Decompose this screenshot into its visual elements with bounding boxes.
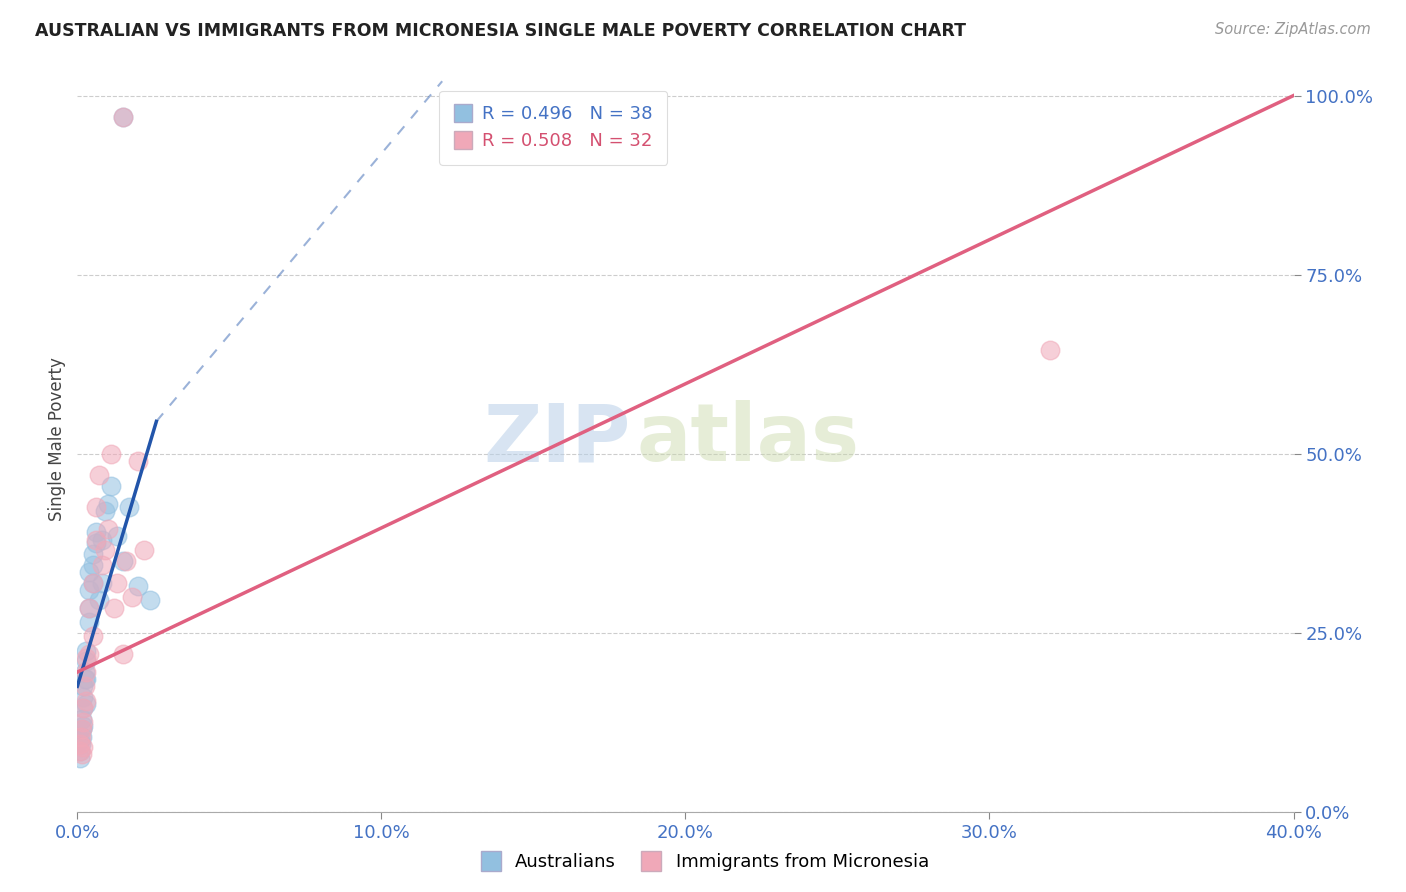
Point [72, 679, 94, 693]
Y-axis label: Single Male Poverty: Single Male Poverty [48, 358, 66, 521]
Point [72, 719, 94, 733]
Point [82, 575, 104, 590]
Point [75, 665, 97, 679]
Point [69, 751, 91, 765]
Point [72, 740, 94, 755]
Point [84, 500, 107, 515]
Point [82, 547, 104, 561]
Point [87, 468, 110, 483]
Point [69, 744, 91, 758]
Text: atlas: atlas [637, 401, 860, 478]
Point [82, 558, 104, 572]
Point [97, 522, 120, 536]
Point [90, 575, 112, 590]
Point [87, 593, 110, 607]
Point [72, 715, 94, 730]
Point [100, 479, 122, 493]
Point [75, 694, 97, 708]
Point [79, 600, 101, 615]
Point [90, 558, 112, 572]
Point [90, 533, 112, 547]
Point [103, 600, 125, 615]
Point [72, 690, 94, 705]
Point [73, 679, 96, 693]
Point [75, 672, 97, 686]
Point [72, 701, 94, 715]
Point [111, 110, 134, 124]
Point [93, 543, 115, 558]
Point [134, 543, 156, 558]
Point [82, 629, 104, 643]
Point [72, 701, 94, 715]
Point [139, 593, 162, 607]
Point [79, 582, 101, 597]
Point [79, 600, 101, 615]
Point [93, 504, 115, 518]
Point [73, 672, 96, 686]
Point [121, 590, 143, 604]
Point [118, 500, 141, 515]
Point [79, 647, 101, 661]
Point [97, 497, 120, 511]
Point [1039, 343, 1062, 357]
Point [84, 533, 107, 547]
Point [75, 650, 97, 665]
Point [75, 643, 97, 657]
Text: Source: ZipAtlas.com: Source: ZipAtlas.com [1215, 22, 1371, 37]
Point [127, 454, 149, 468]
Point [79, 565, 101, 579]
Point [105, 529, 128, 543]
Point [111, 554, 134, 568]
Point [69, 737, 91, 751]
Point [127, 579, 149, 593]
Point [75, 654, 97, 668]
Point [79, 615, 101, 629]
Legend: R = 0.496   N = 38, R = 0.508   N = 32: R = 0.496 N = 38, R = 0.508 N = 32 [439, 91, 668, 165]
Legend: Australians, Immigrants from Micronesia: Australians, Immigrants from Micronesia [470, 847, 936, 879]
Point [70, 723, 93, 737]
Point [70, 737, 93, 751]
Point [82, 575, 104, 590]
Point [105, 575, 128, 590]
Point [70, 723, 93, 737]
Point [84, 525, 107, 540]
Point [111, 110, 134, 124]
Point [70, 730, 93, 744]
Text: ZIP: ZIP [484, 401, 631, 478]
Text: AUSTRALIAN VS IMMIGRANTS FROM MICRONESIA SINGLE MALE POVERTY CORRELATION CHART: AUSTRALIAN VS IMMIGRANTS FROM MICRONESIA… [35, 22, 966, 40]
Point [70, 747, 93, 762]
Point [69, 733, 91, 747]
Point [111, 647, 134, 661]
Point [69, 744, 91, 758]
Point [70, 730, 93, 744]
Point [73, 665, 96, 679]
Point [115, 554, 138, 568]
Point [70, 712, 93, 726]
Point [75, 698, 97, 712]
Point [84, 536, 107, 550]
Point [100, 447, 122, 461]
